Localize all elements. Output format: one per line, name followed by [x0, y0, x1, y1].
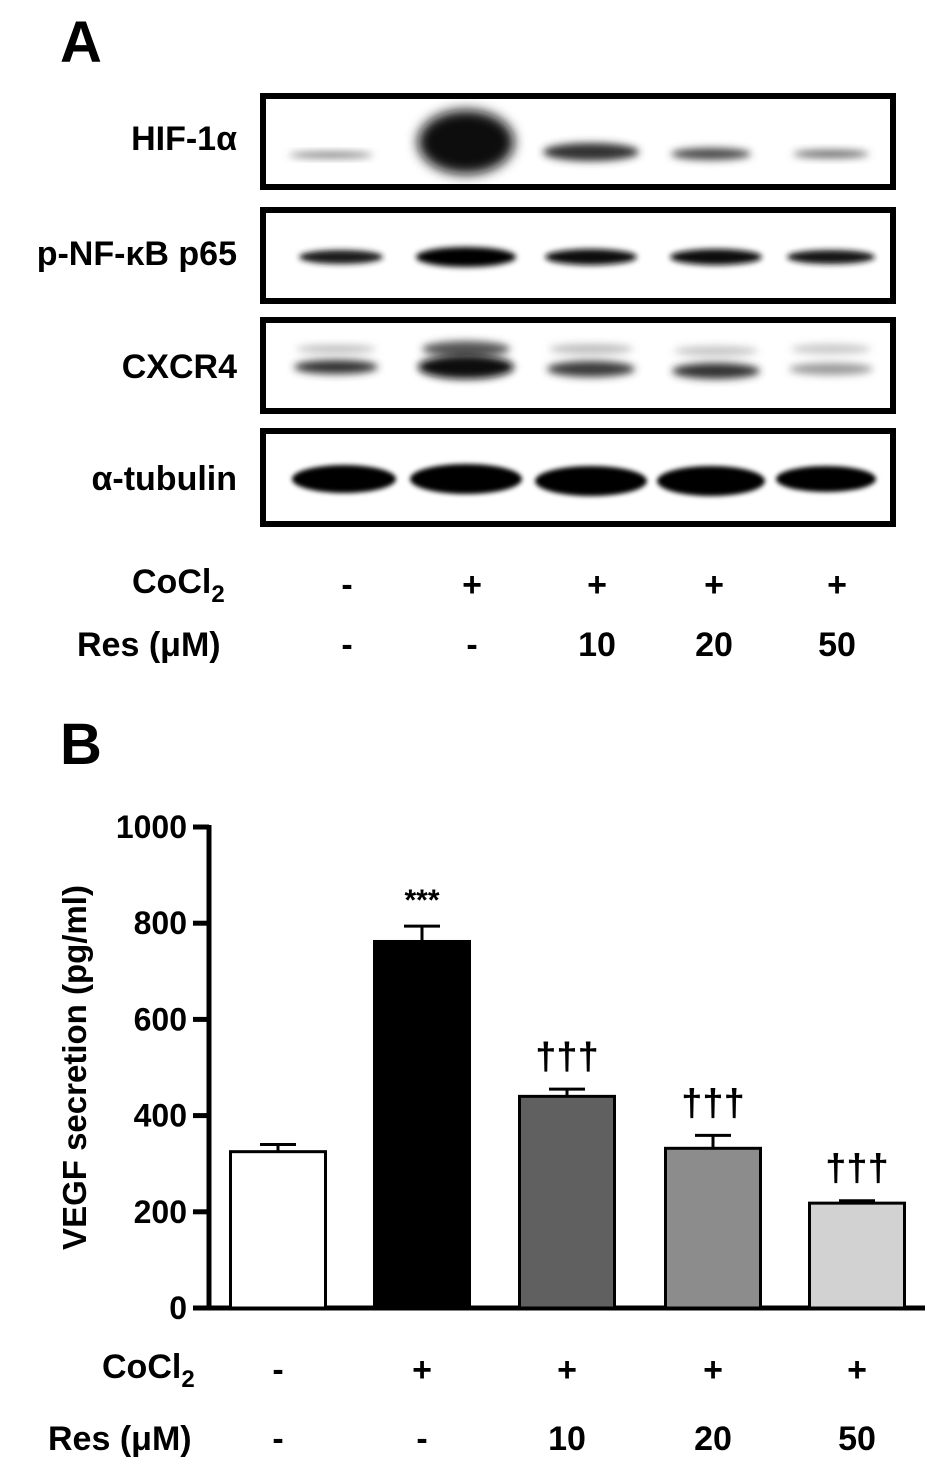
panel-a-res-lane-5: 50	[818, 626, 856, 664]
panel-b-res-lane-1: -	[272, 1420, 284, 1458]
band-p-nfkb-lane-2	[416, 247, 516, 267]
panel-a-cocl2-lane-2: +	[462, 566, 482, 604]
band-hif1a-lane-4	[671, 148, 751, 160]
band-hif1a-lane-3	[543, 143, 639, 161]
significance-label-4: †††	[681, 1082, 744, 1124]
panel-b-cocl2-lane-4: +	[703, 1351, 723, 1389]
panel-a-res-lane-4: 20	[695, 626, 733, 664]
panel-b-res-lane-5: 50	[838, 1420, 876, 1458]
panel-a-label: A	[60, 10, 102, 75]
panel-b-cocl2-lane-5: +	[847, 1351, 867, 1389]
panel-b-res-lane-3: 10	[548, 1420, 586, 1458]
band-p-nfkb-lane-3	[545, 249, 637, 265]
panel-b-cocl2-lane-1: -	[272, 1351, 284, 1389]
band-tubulin-lane-4	[657, 466, 765, 496]
band-cxcr4-lane-2	[418, 355, 514, 379]
y-tick-label-600: 600	[134, 1001, 187, 1037]
panel-b-cocl2-lane-3: +	[557, 1351, 577, 1389]
panel-b-label: B	[60, 712, 102, 777]
blot-hif1a	[260, 93, 896, 190]
panel-b-res-lane-2: -	[416, 1420, 428, 1458]
y-tick-label-1000: 1000	[116, 809, 187, 845]
band-cxcr4-upper-lane-4	[674, 346, 758, 356]
bar-4	[664, 1146, 762, 1310]
band-tubulin-lane-1	[292, 465, 396, 493]
panel-a-cocl2-label: CoCl2	[132, 563, 225, 608]
significance-label-3: †††	[535, 1036, 598, 1078]
panel-b-cocl2-label: CoCl2	[102, 1348, 195, 1393]
y-tick-label-0: 0	[169, 1290, 187, 1326]
band-cxcr4-lane-4	[672, 363, 760, 379]
bar-3	[518, 1094, 616, 1310]
y-tick-label-400: 400	[134, 1098, 187, 1134]
panel-b-cocl2-lane-2: +	[412, 1351, 432, 1389]
panel-b-res-lane-4: 20	[694, 1420, 732, 1458]
band-tubulin-lane-3	[535, 466, 647, 496]
band-hif1a-lane-5	[793, 150, 869, 158]
blot-label-alpha-tubulin: α-tubulin	[91, 460, 237, 498]
band-hif1a-lane-1	[289, 152, 373, 158]
band-p-nfkb-lane-4	[670, 249, 762, 265]
blot-label-p-nfkb-p65: p-NF-κB p65	[36, 235, 237, 273]
band-cxcr4-upper-lane-2	[422, 341, 510, 357]
blot-alpha-tubulin	[260, 428, 896, 527]
band-tubulin-lane-2	[410, 464, 522, 494]
band-cxcr4-lane-1	[294, 360, 378, 374]
panel-a-cocl2-lane-5: +	[827, 566, 847, 604]
band-cxcr4-upper-lane-1	[296, 345, 376, 353]
band-p-nfkb-lane-1	[299, 250, 383, 264]
panel-a-res-lane-2: -	[466, 626, 478, 664]
significance-label-5: †††	[825, 1148, 888, 1190]
panel-b-res-label: Res (μM)	[48, 1420, 192, 1458]
bar-1	[229, 1150, 327, 1310]
panel-a-res-lane-3: 10	[578, 626, 616, 664]
significance-label-2: ***	[404, 884, 439, 917]
panel-a-res-lane-1: -	[341, 626, 353, 664]
panel-a-cocl2-lane-4: +	[704, 566, 724, 604]
band-cxcr4-upper-lane-3	[549, 344, 633, 354]
blot-cxcr4	[260, 317, 896, 414]
blot-label-hif1a: HIF-1α	[131, 120, 237, 158]
panel-a-res-label: Res (μM)	[77, 626, 221, 664]
panel-a-cocl2-lane-1: -	[341, 566, 353, 604]
band-tubulin-lane-5	[776, 466, 876, 492]
band-p-nfkb-lane-5	[787, 250, 875, 264]
bar-5	[808, 1201, 906, 1310]
y-tick-label-200: 200	[134, 1194, 187, 1230]
band-cxcr4-lane-3	[547, 361, 635, 377]
blot-label-cxcr4: CXCR4	[121, 348, 237, 386]
panel-a-cocl2-lane-3: +	[587, 566, 607, 604]
band-cxcr4-lane-5	[789, 363, 873, 375]
band-cxcr4-upper-lane-5	[791, 344, 871, 354]
y-axis-label: VEGF secretion (pg/ml)	[56, 885, 93, 1250]
blot-p-nfkb-p65	[260, 207, 896, 304]
y-tick-label-800: 800	[134, 905, 187, 941]
bar-2	[373, 939, 471, 1310]
band-hif1a-lane-2	[418, 110, 514, 174]
